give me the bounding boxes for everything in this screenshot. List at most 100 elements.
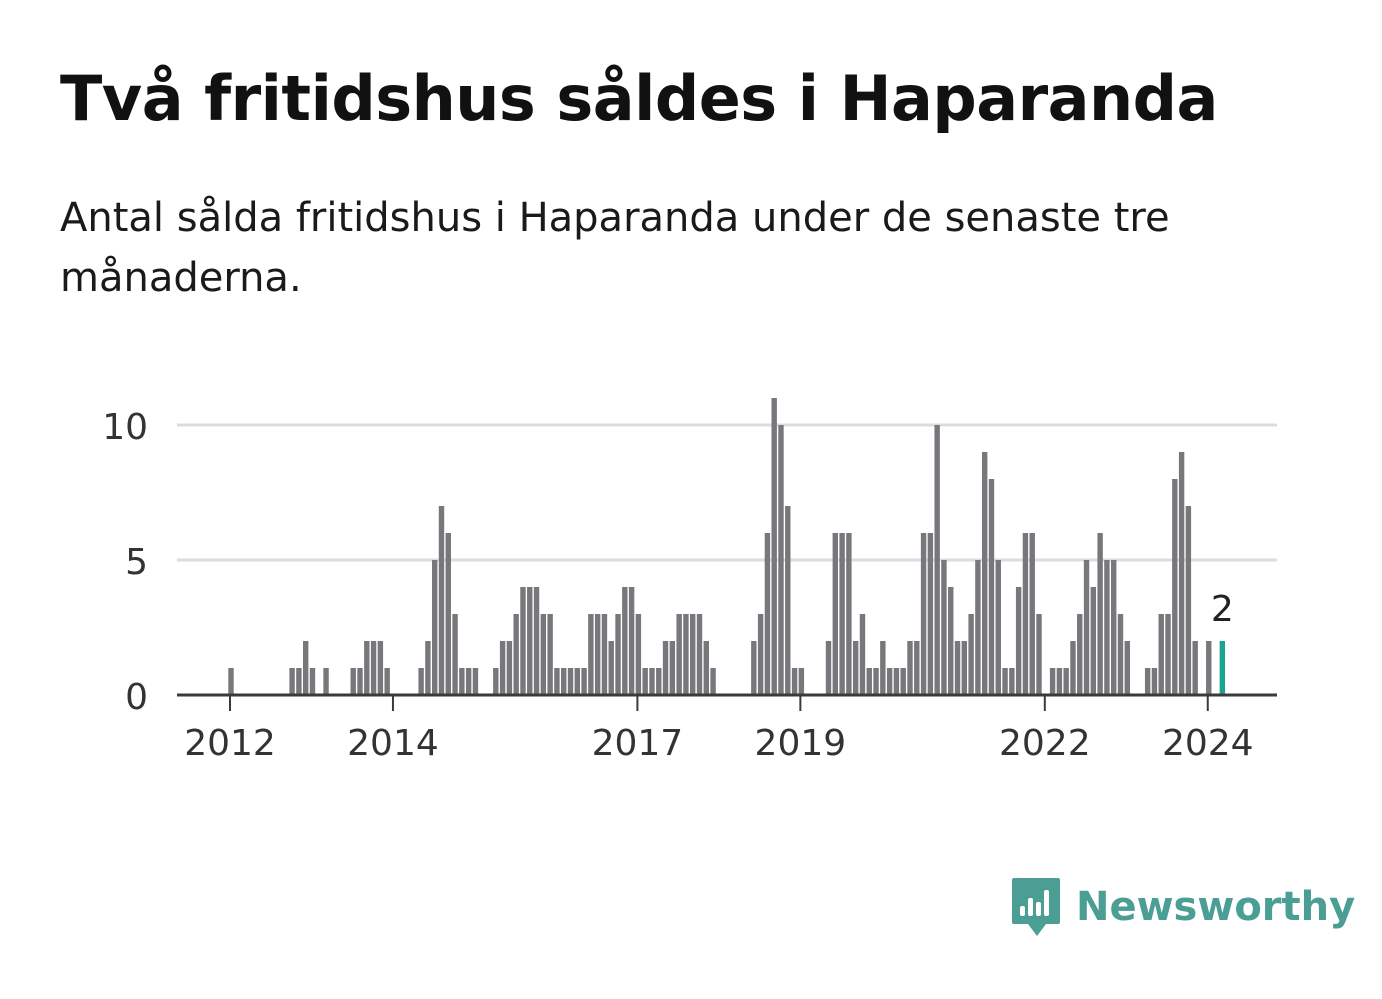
bar bbox=[669, 641, 676, 695]
bar bbox=[594, 614, 601, 695]
bar bbox=[1002, 668, 1008, 695]
brand-name: Newsworthy bbox=[1076, 884, 1356, 930]
bar bbox=[1029, 533, 1035, 695]
bar bbox=[798, 668, 805, 695]
chart-subtitle: Antal sålda fritidshus i Haparanda under… bbox=[60, 195, 1170, 301]
bar bbox=[920, 533, 927, 695]
x-tick-label: 2012 bbox=[184, 723, 276, 764]
bars bbox=[228, 398, 1226, 695]
bar bbox=[432, 560, 438, 695]
bar bbox=[425, 641, 431, 695]
bar bbox=[350, 668, 356, 695]
bar bbox=[900, 668, 906, 695]
bar bbox=[954, 641, 961, 695]
bar bbox=[445, 533, 451, 695]
bar bbox=[893, 668, 900, 695]
bar bbox=[540, 614, 547, 695]
bar bbox=[751, 641, 757, 695]
bar bbox=[581, 668, 587, 695]
bar bbox=[839, 533, 845, 695]
bar bbox=[995, 560, 1001, 695]
axes bbox=[177, 693, 1277, 711]
bar bbox=[914, 641, 920, 695]
bar bbox=[1083, 560, 1090, 695]
bar bbox=[873, 668, 879, 695]
data-label: 2 bbox=[1211, 589, 1234, 630]
bar bbox=[370, 641, 377, 695]
bar bbox=[1111, 560, 1117, 695]
bar bbox=[622, 587, 628, 695]
bar bbox=[1158, 614, 1164, 695]
bar bbox=[554, 668, 560, 695]
bar bbox=[615, 614, 621, 695]
bar bbox=[228, 668, 234, 695]
grid-lines bbox=[177, 423, 1277, 562]
bar bbox=[588, 614, 594, 695]
bar bbox=[791, 668, 798, 695]
bar bbox=[1117, 614, 1124, 695]
bar bbox=[533, 587, 540, 695]
bar bbox=[1009, 668, 1015, 695]
bar bbox=[696, 614, 703, 695]
bar bbox=[567, 668, 574, 695]
bar bbox=[690, 614, 696, 695]
bar bbox=[1049, 668, 1056, 695]
bar bbox=[948, 587, 954, 695]
bar bbox=[601, 614, 608, 695]
bar bbox=[1206, 641, 1212, 695]
bar bbox=[608, 641, 614, 695]
bar bbox=[527, 587, 533, 695]
bar bbox=[886, 668, 893, 695]
newsworthy-logo: Newsworthy bbox=[1010, 876, 1355, 938]
bar bbox=[649, 668, 655, 695]
bar bbox=[1097, 533, 1103, 695]
bar bbox=[1022, 533, 1029, 695]
bar bbox=[852, 641, 859, 695]
bar bbox=[1178, 452, 1185, 695]
bar bbox=[1063, 668, 1069, 695]
bar bbox=[289, 668, 295, 695]
bar bbox=[778, 425, 784, 695]
bar bbox=[662, 641, 669, 695]
bar bbox=[1015, 587, 1022, 695]
bar bbox=[459, 668, 465, 695]
bar bbox=[384, 668, 390, 695]
bar bbox=[1185, 506, 1192, 695]
bar bbox=[961, 641, 968, 695]
bar bbox=[357, 668, 363, 695]
tick-labels: 0 5 10 2 2012 2014 2017 2019 2022 2024 bbox=[102, 407, 1253, 764]
y-tick-label: 10 bbox=[102, 407, 148, 448]
bar bbox=[1165, 614, 1171, 695]
bar bbox=[465, 668, 472, 695]
bar bbox=[1172, 479, 1178, 695]
bar bbox=[832, 533, 839, 695]
bar bbox=[1070, 641, 1076, 695]
bar bbox=[547, 614, 553, 695]
bar bbox=[520, 587, 526, 695]
bar bbox=[825, 641, 832, 695]
bar bbox=[574, 668, 580, 695]
bar bbox=[302, 641, 309, 695]
bar bbox=[981, 452, 988, 695]
bar bbox=[880, 641, 886, 695]
bar bbox=[635, 614, 642, 695]
x-tick-label: 2024 bbox=[1162, 723, 1254, 764]
bar bbox=[1144, 668, 1151, 695]
bar bbox=[1056, 668, 1063, 695]
bar bbox=[934, 425, 940, 695]
bar bbox=[757, 614, 764, 695]
x-tick-label: 2017 bbox=[592, 723, 684, 764]
bar bbox=[493, 668, 499, 695]
bar bbox=[859, 614, 866, 695]
bar bbox=[941, 560, 947, 695]
bar bbox=[968, 614, 974, 695]
chart-title: Två fritidshus såldes i Haparanda bbox=[60, 62, 1218, 135]
chat-bubble-chart-icon bbox=[1012, 878, 1060, 936]
bar bbox=[513, 614, 519, 695]
x-tick-label: 2014 bbox=[347, 723, 439, 764]
bar bbox=[296, 668, 302, 695]
bar bbox=[642, 668, 648, 695]
bar bbox=[771, 398, 777, 695]
bar bbox=[927, 533, 934, 695]
